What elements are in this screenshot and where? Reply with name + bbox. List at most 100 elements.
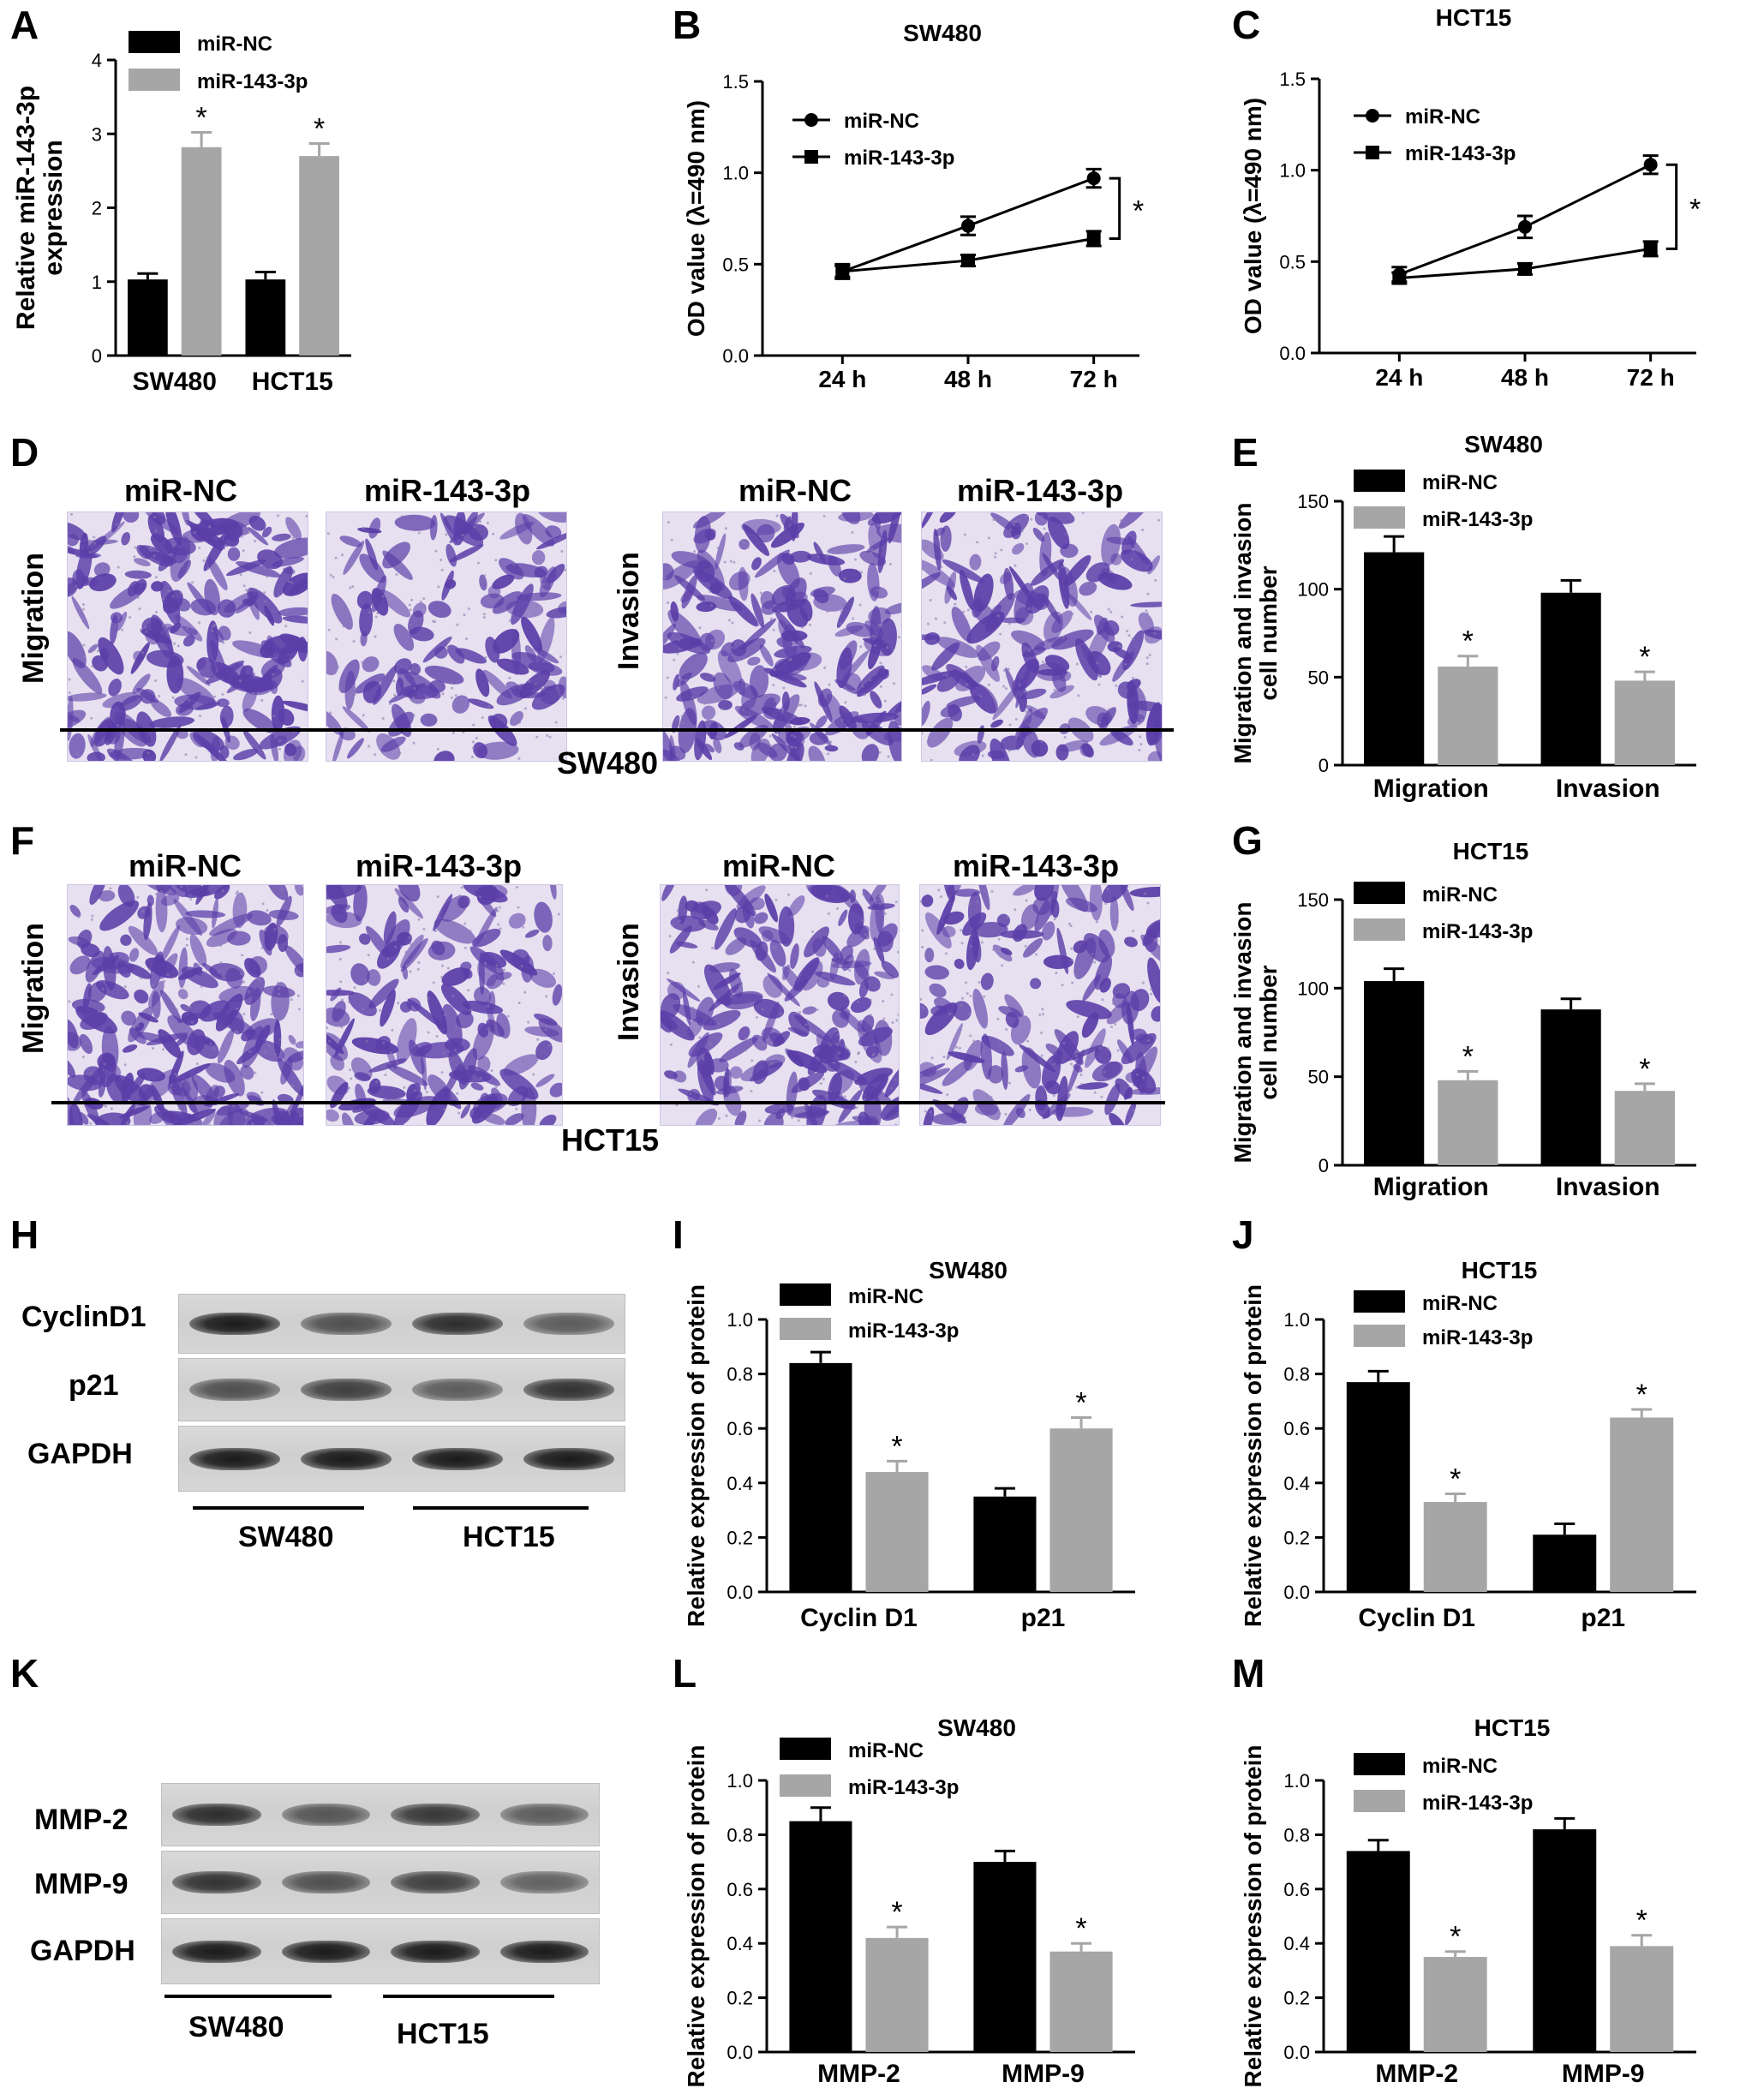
stained-cell <box>128 1006 153 1043</box>
blot-strip <box>161 1851 600 1914</box>
membrane-pore <box>451 686 454 690</box>
membrane-pore <box>834 1029 837 1032</box>
membrane-pore <box>526 1067 529 1070</box>
membrane-pore <box>883 912 887 915</box>
stained-cell <box>990 719 1003 728</box>
membrane-pore <box>790 698 793 702</box>
membrane-pore <box>224 744 228 747</box>
membrane-pore <box>90 918 93 921</box>
membrane-pore <box>678 647 681 650</box>
y-tick-label: 0 <box>1318 755 1329 776</box>
stained-cell <box>422 636 452 663</box>
membrane-pore <box>532 1073 535 1076</box>
membrane-pore <box>141 651 145 655</box>
stained-cell <box>663 729 674 761</box>
y-tick-label: 0.0 <box>726 2042 753 2063</box>
blot-band <box>172 1804 261 1826</box>
micrograph-image <box>68 885 303 1125</box>
stained-cell <box>447 644 465 664</box>
membrane-pore <box>926 740 930 744</box>
membrane-pore <box>994 552 997 555</box>
membrane-pore <box>260 1091 264 1094</box>
membrane-pore <box>353 915 356 918</box>
membrane-pore <box>889 562 893 565</box>
membrane-pore <box>248 1041 252 1044</box>
micrograph-image <box>920 885 1160 1125</box>
stained-cell <box>409 1039 425 1075</box>
stained-cell <box>922 700 930 727</box>
stained-cell <box>505 1113 524 1125</box>
stained-cell <box>836 1091 846 1110</box>
membrane-pore <box>1052 1094 1055 1098</box>
legend-swatch <box>780 1318 831 1340</box>
stained-cell <box>931 642 960 671</box>
stained-cell <box>1101 885 1129 903</box>
micrograph-image <box>922 512 1162 761</box>
stained-cell <box>463 885 508 903</box>
stained-cell <box>870 885 889 902</box>
membrane-pore <box>996 1017 1000 1020</box>
membrane-pore <box>879 685 882 688</box>
data-point <box>1643 158 1658 172</box>
membrane-pore <box>1000 548 1003 552</box>
stained-cell <box>1019 694 1027 713</box>
membrane-pore <box>691 696 694 699</box>
membrane-pore <box>419 601 422 604</box>
membrane-pore <box>339 980 343 984</box>
membrane-pore <box>93 535 96 539</box>
membrane-pore <box>856 1000 859 1003</box>
membrane-pore <box>250 744 254 747</box>
stained-cell <box>1010 522 1022 540</box>
y-tick-label: 0.8 <box>726 1824 753 1846</box>
membrane-pore <box>1002 685 1006 688</box>
membrane-pore <box>517 757 521 760</box>
membrane-pore <box>795 1012 798 1015</box>
stained-cell <box>734 1110 747 1125</box>
membrane-pore <box>70 966 74 970</box>
membrane-pore <box>1101 998 1104 1002</box>
stained-cell <box>224 735 240 751</box>
stained-cell <box>93 562 111 577</box>
membrane-pore <box>840 610 843 613</box>
stained-cell <box>783 516 792 531</box>
membrane-pore <box>976 541 979 544</box>
stained-cell <box>924 1002 958 1036</box>
y-axis-label: Migration and invasioncell number <box>1229 503 1282 764</box>
stained-cell <box>408 690 426 704</box>
membrane-pore <box>816 555 820 559</box>
membrane-pore <box>408 603 411 607</box>
stained-cell <box>1130 989 1150 1012</box>
stained-cell <box>492 591 523 614</box>
blot-strip <box>161 1918 600 1984</box>
stained-cell <box>861 1014 875 1033</box>
stained-cell <box>488 990 496 1011</box>
membrane-pore <box>826 553 829 557</box>
membrane-pore <box>496 909 499 912</box>
membrane-pore <box>705 888 709 892</box>
stained-cell <box>1104 1083 1121 1116</box>
membrane-pore <box>351 585 355 589</box>
stained-cell <box>69 733 86 759</box>
stained-cell <box>326 885 362 900</box>
membrane-pore <box>194 756 198 759</box>
membrane-pore <box>158 1092 162 1095</box>
y-tick-label: 0.8 <box>1283 1364 1310 1385</box>
membrane-pore <box>790 915 793 918</box>
group-underline <box>193 1506 364 1510</box>
membrane-pore <box>743 541 746 544</box>
membrane-pore <box>667 521 670 524</box>
membrane-pore <box>893 682 896 685</box>
membrane-pore <box>378 1008 381 1012</box>
membrane-pore <box>1079 1074 1083 1077</box>
membrane-pore <box>1055 972 1058 975</box>
stained-cell <box>864 976 881 992</box>
membrane-pore <box>1120 519 1123 523</box>
membrane-pore <box>832 1062 835 1065</box>
membrane-pore <box>241 954 244 957</box>
row-label-invasion: Invasion <box>613 923 645 1041</box>
stained-cell <box>248 527 269 546</box>
stained-cell <box>233 748 259 761</box>
membrane-pore <box>280 888 284 891</box>
